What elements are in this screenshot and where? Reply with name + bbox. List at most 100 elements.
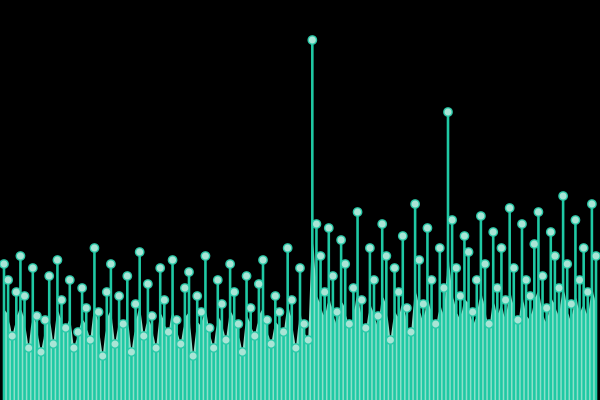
- data-point-marker: [151, 343, 162, 353]
- data-point-marker: [52, 255, 63, 265]
- data-point-marker: [467, 307, 478, 317]
- data-point-marker: [512, 315, 523, 325]
- data-point-marker: [179, 283, 190, 293]
- data-point-marker: [562, 259, 573, 269]
- data-point-marker: [348, 283, 359, 293]
- data-point-marker: [163, 327, 174, 337]
- data-point-marker: [336, 235, 347, 245]
- data-point-marker: [500, 295, 511, 305]
- data-point-marker: [422, 223, 433, 233]
- data-point-marker: [558, 191, 569, 201]
- data-point-marker: [508, 263, 519, 273]
- data-point-marker: [389, 263, 400, 273]
- data-point-marker: [3, 275, 14, 285]
- data-point-marker: [105, 259, 116, 269]
- data-point-marker: [582, 287, 593, 297]
- data-point-marker: [443, 107, 453, 117]
- data-point-marker: [85, 335, 96, 345]
- data-point-marker: [101, 287, 112, 297]
- data-point-marker: [525, 291, 536, 301]
- data-point-marker: [290, 343, 301, 353]
- data-point-marker: [463, 247, 474, 257]
- data-point-marker: [89, 243, 100, 253]
- data-point-marker: [438, 283, 449, 293]
- data-point-marker: [451, 263, 462, 273]
- data-point-marker: [332, 307, 342, 317]
- data-point-marker: [155, 263, 166, 273]
- data-point-marker: [44, 271, 55, 281]
- data-point-marker: [303, 335, 314, 345]
- data-point-marker: [434, 243, 445, 253]
- data-point-marker: [488, 227, 499, 237]
- data-point-marker: [533, 207, 544, 217]
- data-point-marker: [586, 199, 597, 209]
- data-point-markers-layer: [0, 35, 600, 361]
- data-point-marker: [578, 243, 589, 253]
- data-point-marker: [216, 299, 227, 309]
- data-point-marker: [352, 207, 363, 217]
- data-point-marker: [241, 271, 252, 281]
- data-point-marker: [566, 299, 577, 309]
- data-point-marker: [142, 279, 153, 289]
- data-point-marker: [274, 307, 285, 317]
- data-point-marker: [262, 315, 273, 325]
- data-point-marker: [286, 295, 297, 305]
- data-point-marker: [299, 319, 310, 329]
- data-point-marker: [554, 283, 564, 293]
- data-point-marker: [517, 219, 527, 229]
- data-point-marker: [7, 331, 18, 341]
- data-point-marker: [549, 251, 560, 261]
- data-point-marker: [138, 331, 149, 341]
- data-point-marker: [426, 275, 437, 285]
- data-point-marker: [64, 275, 75, 285]
- data-point-marker: [97, 351, 108, 361]
- data-point-marker: [393, 287, 404, 297]
- data-point-marker: [110, 339, 120, 349]
- data-point-marker: [221, 335, 231, 345]
- data-point-marker: [130, 299, 141, 309]
- data-point-marker: [397, 231, 408, 241]
- data-point-marker: [496, 243, 507, 253]
- data-point-marker: [278, 327, 289, 337]
- data-point-marker: [134, 247, 145, 257]
- data-point-marker: [258, 255, 268, 265]
- data-point-marker: [471, 275, 482, 285]
- data-point-marker: [27, 263, 38, 273]
- data-point-marker: [311, 219, 322, 229]
- data-point-marker: [401, 303, 412, 313]
- data-point-marker: [114, 291, 125, 301]
- data-point-marker: [315, 251, 326, 261]
- data-point-marker: [23, 343, 34, 353]
- data-point-marker: [167, 255, 178, 265]
- data-point-marker: [504, 203, 515, 213]
- data-point-marker: [381, 251, 392, 261]
- data-point-marker: [414, 255, 425, 265]
- data-point-marker: [475, 211, 486, 221]
- data-point-marker: [541, 303, 552, 313]
- data-point-marker: [521, 275, 532, 285]
- data-point-marker: [159, 295, 170, 305]
- data-point-marker: [323, 223, 334, 233]
- data-point-marker: [175, 339, 186, 349]
- data-point-marker: [545, 227, 556, 237]
- data-point-marker: [480, 259, 490, 269]
- data-point-marker: [591, 251, 600, 261]
- data-point-marker: [245, 303, 256, 313]
- data-point-marker: [11, 287, 22, 297]
- data-point-marker: [360, 323, 371, 333]
- data-point-marker: [0, 259, 9, 269]
- data-point-marker: [237, 347, 248, 357]
- data-point-marker: [126, 347, 137, 357]
- data-point-marker: [73, 327, 83, 337]
- data-point-marker: [570, 215, 581, 225]
- data-point-marker: [93, 307, 104, 317]
- data-point-marker: [307, 35, 318, 45]
- data-point-marker: [430, 319, 441, 329]
- data-point-marker: [249, 331, 260, 341]
- data-point-marker: [344, 319, 355, 329]
- data-point-marker: [171, 315, 182, 325]
- data-point-marker: [233, 319, 244, 329]
- data-point-marker: [364, 243, 375, 253]
